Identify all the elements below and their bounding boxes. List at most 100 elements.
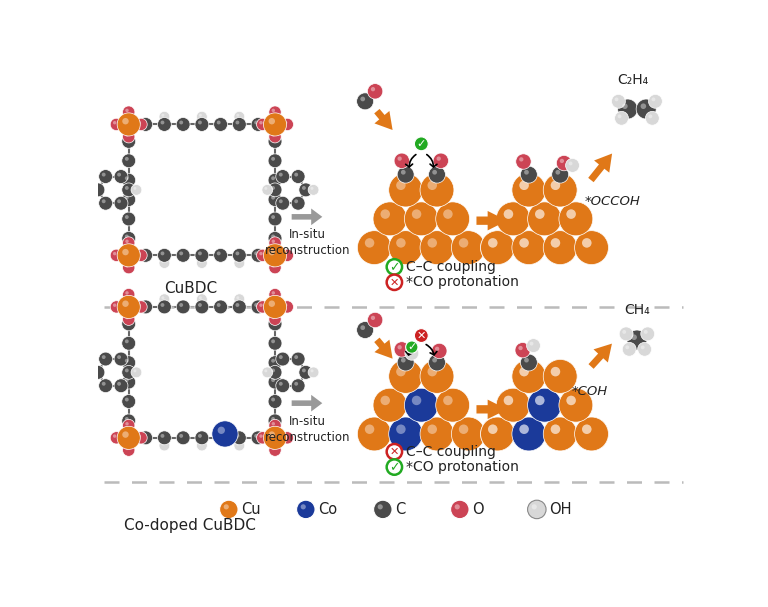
Circle shape [118,113,141,136]
Circle shape [398,345,402,350]
Circle shape [625,345,629,349]
Circle shape [291,169,305,183]
Text: Co: Co [318,502,337,517]
Circle shape [176,248,190,262]
Circle shape [236,434,240,438]
Circle shape [398,157,402,161]
Circle shape [251,248,265,262]
Circle shape [262,367,273,378]
Circle shape [118,355,121,359]
Circle shape [551,367,560,376]
Circle shape [122,154,136,168]
Circle shape [260,121,263,124]
Circle shape [435,347,439,351]
Circle shape [122,300,129,307]
Circle shape [262,185,273,195]
Circle shape [195,248,209,262]
Circle shape [123,131,135,143]
Circle shape [436,157,441,161]
Circle shape [458,238,468,248]
Circle shape [214,118,227,131]
Text: ✓: ✓ [389,261,399,274]
Circle shape [111,300,123,313]
Circle shape [269,313,281,325]
Circle shape [122,212,136,226]
Circle shape [415,137,429,151]
Circle shape [161,303,164,307]
Circle shape [371,316,375,320]
Circle shape [559,388,593,422]
Text: *CO protonation: *CO protonation [406,460,519,474]
Circle shape [481,417,515,451]
Circle shape [88,369,90,372]
Circle shape [543,359,577,393]
Circle shape [420,359,454,393]
Circle shape [99,169,113,183]
Circle shape [94,368,98,372]
Circle shape [114,379,128,393]
Circle shape [118,172,121,177]
Circle shape [488,424,498,434]
Circle shape [432,170,437,175]
Circle shape [214,300,227,314]
Circle shape [233,118,247,131]
Circle shape [122,192,136,206]
Circle shape [137,252,141,256]
Circle shape [276,352,290,366]
Circle shape [101,355,106,359]
Circle shape [271,359,275,362]
Circle shape [636,99,656,119]
Circle shape [512,359,546,393]
Circle shape [122,134,136,148]
Circle shape [302,186,306,190]
Circle shape [648,95,662,108]
Circle shape [617,114,621,118]
Circle shape [159,440,170,451]
Circle shape [551,180,560,190]
Circle shape [268,414,282,428]
Circle shape [582,238,591,248]
Circle shape [197,440,207,451]
Circle shape [269,118,275,124]
Circle shape [504,209,513,219]
Circle shape [118,382,121,385]
Circle shape [512,231,546,265]
Circle shape [195,300,209,314]
Circle shape [432,358,437,362]
Text: *CO protonation: *CO protonation [406,276,519,290]
Circle shape [233,431,247,445]
Circle shape [360,325,365,330]
Text: C₂H₄: C₂H₄ [617,73,649,87]
Circle shape [157,248,171,262]
Circle shape [269,419,281,432]
Circle shape [139,431,153,445]
Circle shape [268,231,282,245]
Circle shape [531,504,537,509]
Circle shape [617,99,637,119]
Circle shape [543,231,577,265]
Circle shape [268,173,282,187]
Circle shape [257,300,269,313]
Circle shape [271,195,275,200]
Circle shape [159,257,170,268]
Circle shape [524,170,529,175]
Text: ✓: ✓ [416,139,426,149]
Circle shape [122,183,136,197]
Circle shape [125,291,129,294]
Circle shape [574,231,608,265]
Circle shape [488,238,498,248]
Circle shape [254,251,258,256]
Circle shape [159,111,170,122]
Circle shape [637,342,651,356]
Circle shape [356,93,373,110]
Circle shape [122,317,136,331]
Circle shape [428,424,437,434]
Circle shape [269,288,281,300]
Circle shape [125,186,129,190]
Circle shape [276,379,290,393]
Circle shape [512,173,546,207]
Circle shape [543,417,577,451]
Circle shape [272,134,275,137]
Circle shape [535,209,545,219]
Circle shape [543,173,577,207]
